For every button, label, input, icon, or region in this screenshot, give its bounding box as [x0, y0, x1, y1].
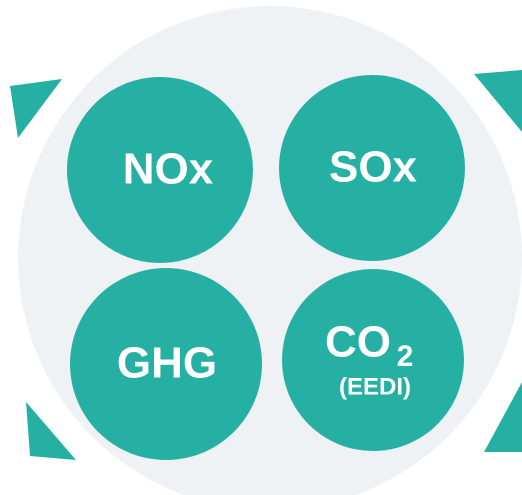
node-label: NOx	[123, 145, 214, 194]
corner-triangle	[484, 382, 522, 452]
node-subscript: 2	[397, 340, 414, 373]
node-circle	[70, 268, 262, 460]
corner-triangle	[474, 70, 522, 132]
corner-triangle	[26, 402, 76, 460]
node-circle	[279, 75, 465, 261]
node-label: SOx	[329, 143, 418, 192]
node-label: GHG	[117, 339, 217, 388]
node-sublabel: (EEDI)	[339, 373, 411, 400]
node-circle	[282, 269, 464, 451]
corner-triangle	[10, 79, 62, 138]
node-circle	[67, 77, 253, 263]
node-label: CO	[325, 318, 391, 367]
